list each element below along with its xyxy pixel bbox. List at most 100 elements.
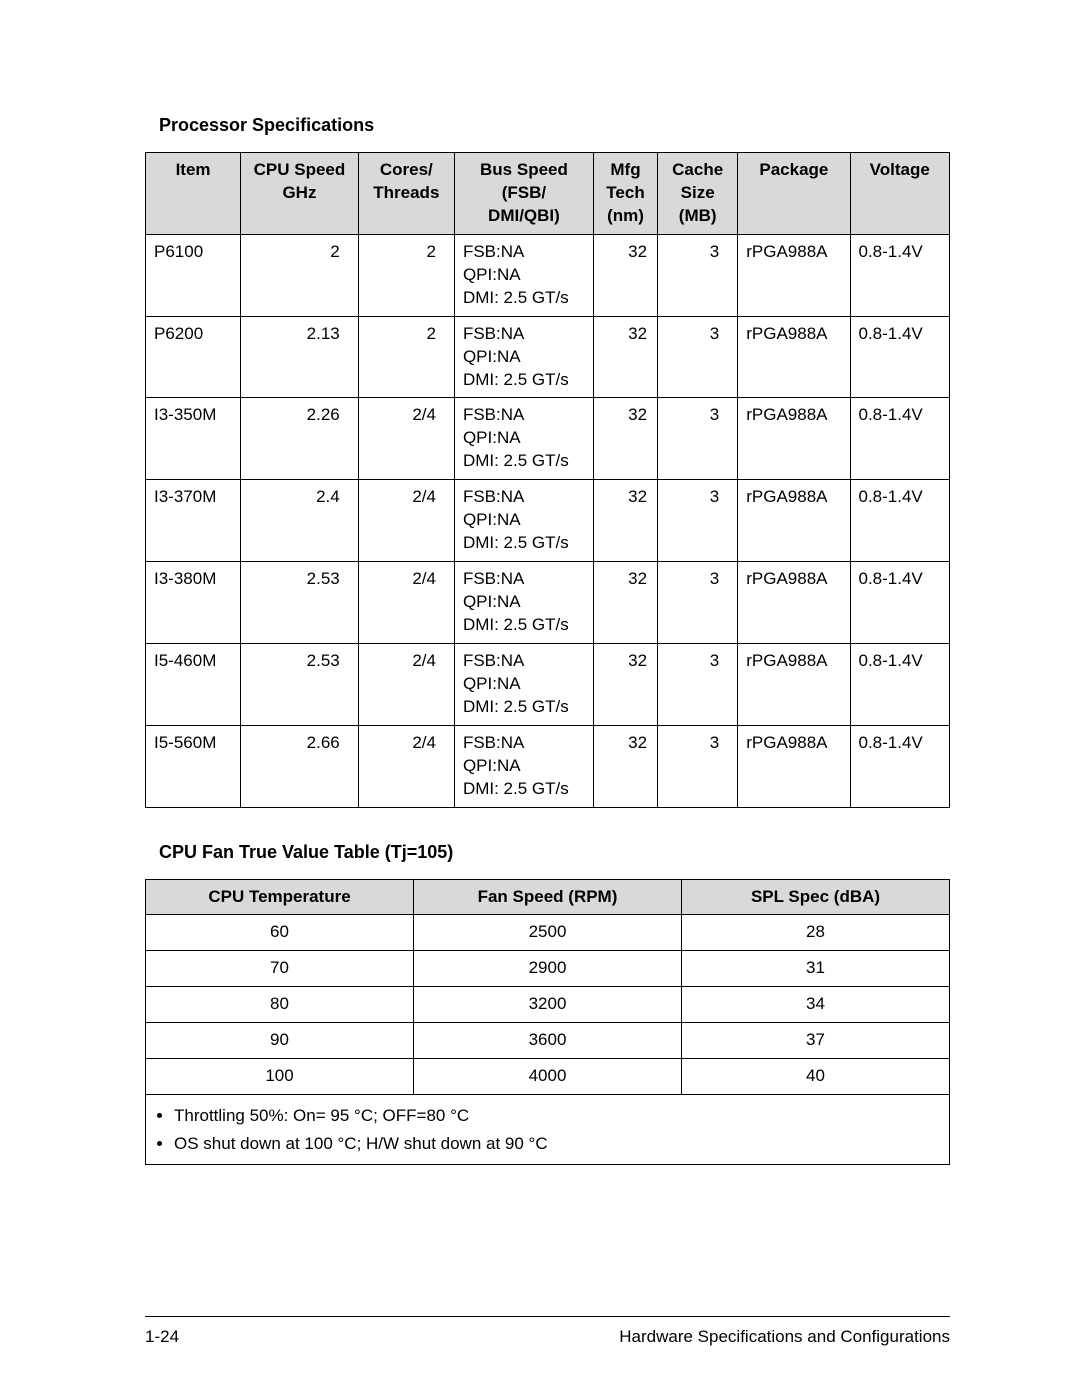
col-fan-speed: Fan Speed (RPM) (414, 879, 682, 915)
cell-mfg-tech: 32 (593, 234, 657, 316)
cell-spl-spec: 28 (682, 915, 950, 951)
col-cores-threads: Cores/ Threads (358, 153, 454, 235)
cell-package: rPGA988A (738, 562, 850, 644)
cell-cache-size: 3 (658, 480, 738, 562)
cell-voltage: 0.8-1.4V (850, 398, 950, 480)
cell-voltage: 0.8-1.4V (850, 234, 950, 316)
fan-value-table: CPU Temperature Fan Speed (RPM) SPL Spec… (145, 879, 950, 1166)
table-row: 70290031 (146, 951, 950, 987)
cell-mfg-tech: 32 (593, 480, 657, 562)
cell-spl-spec: 31 (682, 951, 950, 987)
table-row: P62002.132FSB:NA QPI:NA DMI: 2.5 GT/s323… (146, 316, 950, 398)
cell-cpu-temp: 100 (146, 1059, 414, 1095)
cell-voltage: 0.8-1.4V (850, 316, 950, 398)
cell-cpu-temp: 60 (146, 915, 414, 951)
note-item: OS shut down at 100 °C; H/W shut down at… (174, 1131, 939, 1157)
processor-specs-table: Item CPU Speed GHz Cores/ Threads Bus Sp… (145, 152, 950, 808)
cell-cpu-temp: 70 (146, 951, 414, 987)
table-row: I3-350M2.262/4FSB:NA QPI:NA DMI: 2.5 GT/… (146, 398, 950, 480)
processor-specs-title: Processor Specifications (159, 115, 950, 136)
cell-cache-size: 3 (658, 725, 738, 807)
col-bus-l1: Bus Speed (463, 159, 585, 182)
cell-mfg-tech: 32 (593, 562, 657, 644)
col-cpu-temp: CPU Temperature (146, 879, 414, 915)
col-item-l1: Item (154, 159, 232, 182)
cell-cpu-speed: 2.13 (241, 316, 359, 398)
cell-cpu-speed: 2 (241, 234, 359, 316)
cell-bus-speed: FSB:NA QPI:NA DMI: 2.5 GT/s (454, 234, 593, 316)
col-package: Package (738, 153, 850, 235)
cell-cores-threads: 2/4 (358, 725, 454, 807)
cell-cpu-temp: 90 (146, 1023, 414, 1059)
cell-package: rPGA988A (738, 398, 850, 480)
cell-spl-spec: 34 (682, 987, 950, 1023)
col-volt-l1: Voltage (859, 159, 942, 182)
col-cache-l3: (MB) (666, 205, 729, 228)
cell-item: I3-350M (146, 398, 241, 480)
cell-mfg-tech: 32 (593, 316, 657, 398)
cell-voltage: 0.8-1.4V (850, 643, 950, 725)
cell-package: rPGA988A (738, 725, 850, 807)
col-cpu-speed-l2: GHz (249, 182, 350, 205)
cell-fan-speed: 3200 (414, 987, 682, 1023)
col-item: Item (146, 153, 241, 235)
table-row: I5-560M2.662/4FSB:NA QPI:NA DMI: 2.5 GT/… (146, 725, 950, 807)
cell-cache-size: 3 (658, 234, 738, 316)
cell-mfg-tech: 32 (593, 398, 657, 480)
col-bus-l3: DMI/QBI) (463, 205, 585, 228)
cell-fan-speed: 3600 (414, 1023, 682, 1059)
table-notes-cell: Throttling 50%: On= 95 °C; OFF=80 °COS s… (146, 1095, 950, 1165)
col-cpu-speed-l1: CPU Speed (249, 159, 350, 182)
col-ct-l1: Cores/ (367, 159, 446, 182)
cell-cpu-speed: 2.4 (241, 480, 359, 562)
cell-cores-threads: 2 (358, 234, 454, 316)
table-header-row: Item CPU Speed GHz Cores/ Threads Bus Sp… (146, 153, 950, 235)
cell-cache-size: 3 (658, 316, 738, 398)
page-footer: 1-24 Hardware Specifications and Configu… (145, 1327, 950, 1347)
col-ct-l2: Threads (367, 182, 446, 205)
page: Processor Specifications Item CPU Speed … (0, 0, 1080, 1397)
cell-cores-threads: 2 (358, 316, 454, 398)
cell-item: I5-560M (146, 725, 241, 807)
cell-cache-size: 3 (658, 398, 738, 480)
col-cache-l2: Size (666, 182, 729, 205)
cell-cores-threads: 2/4 (358, 398, 454, 480)
cell-cpu-speed: 2.53 (241, 643, 359, 725)
cell-item: I3-370M (146, 480, 241, 562)
col-spl-spec: SPL Spec (dBA) (682, 879, 950, 915)
col-cache-size: Cache Size (MB) (658, 153, 738, 235)
table-row: 90360037 (146, 1023, 950, 1059)
col-cache-l1: Cache (666, 159, 729, 182)
cell-voltage: 0.8-1.4V (850, 725, 950, 807)
table-header-row: CPU Temperature Fan Speed (RPM) SPL Spec… (146, 879, 950, 915)
cell-voltage: 0.8-1.4V (850, 480, 950, 562)
cell-cores-threads: 2/4 (358, 562, 454, 644)
notes-list: Throttling 50%: On= 95 °C; OFF=80 °COS s… (156, 1103, 939, 1156)
table-row: 60250028 (146, 915, 950, 951)
col-mfg-l2: Tech (602, 182, 649, 205)
note-item: Throttling 50%: On= 95 °C; OFF=80 °C (174, 1103, 939, 1129)
col-pkg-l1: Package (746, 159, 841, 182)
cell-cpu-temp: 80 (146, 987, 414, 1023)
col-bus-speed: Bus Speed (FSB/ DMI/QBI) (454, 153, 593, 235)
cell-item: I5-460M (146, 643, 241, 725)
cell-bus-speed: FSB:NA QPI:NA DMI: 2.5 GT/s (454, 643, 593, 725)
cell-item: I3-380M (146, 562, 241, 644)
page-number: 1-24 (145, 1327, 179, 1347)
cell-cpu-speed: 2.26 (241, 398, 359, 480)
cell-item: P6100 (146, 234, 241, 316)
cell-bus-speed: FSB:NA QPI:NA DMI: 2.5 GT/s (454, 562, 593, 644)
table-row: P610022FSB:NA QPI:NA DMI: 2.5 GT/s323rPG… (146, 234, 950, 316)
cell-mfg-tech: 32 (593, 643, 657, 725)
cell-bus-speed: FSB:NA QPI:NA DMI: 2.5 GT/s (454, 480, 593, 562)
table-row: I3-370M2.42/4FSB:NA QPI:NA DMI: 2.5 GT/s… (146, 480, 950, 562)
cell-package: rPGA988A (738, 234, 850, 316)
cell-item: P6200 (146, 316, 241, 398)
cell-fan-speed: 2900 (414, 951, 682, 987)
cell-cache-size: 3 (658, 643, 738, 725)
footer-rule (145, 1316, 950, 1317)
col-cpu-speed: CPU Speed GHz (241, 153, 359, 235)
table-row: I5-460M2.532/4FSB:NA QPI:NA DMI: 2.5 GT/… (146, 643, 950, 725)
cell-spl-spec: 40 (682, 1059, 950, 1095)
col-mfg-tech: Mfg Tech (nm) (593, 153, 657, 235)
